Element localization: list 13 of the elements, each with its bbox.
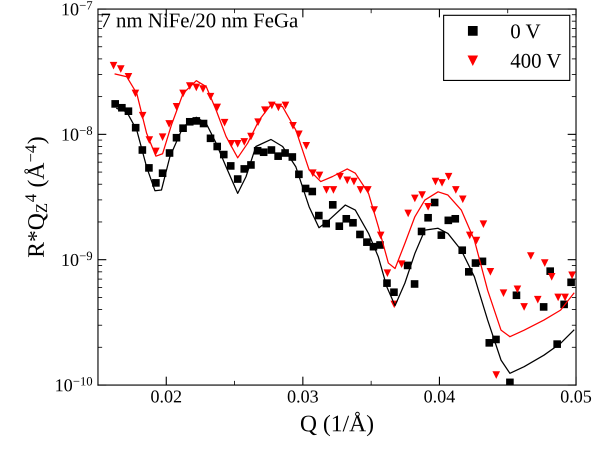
y-axis-title: R*Q$_{Z}$$^{4}$ (Å$^{−4}$) [24, 137, 49, 258]
chart-title: 7 nm NiFe/20 nm FeGa [102, 13, 298, 28]
x-tick-label: 0.05 [560, 390, 592, 403]
legend-label: 0 V [511, 24, 540, 38]
y-tick-label: 10$^{−10}$ [56, 377, 92, 392]
x-tick-label: 0.02 [151, 390, 182, 403]
x-tick-label: 0.03 [288, 390, 318, 403]
x-tick-label: 0.04 [424, 390, 455, 403]
x-axis-title: Q (1/Å) [300, 412, 374, 436]
y-tick-label: 10$^{−7}$ [62, 1, 92, 16]
legend-label: 400 V [510, 54, 562, 68]
y-tick-label: 10$^{−9}$ [62, 252, 92, 266]
y-tick-label: 10$^{−8}$ [62, 126, 92, 141]
